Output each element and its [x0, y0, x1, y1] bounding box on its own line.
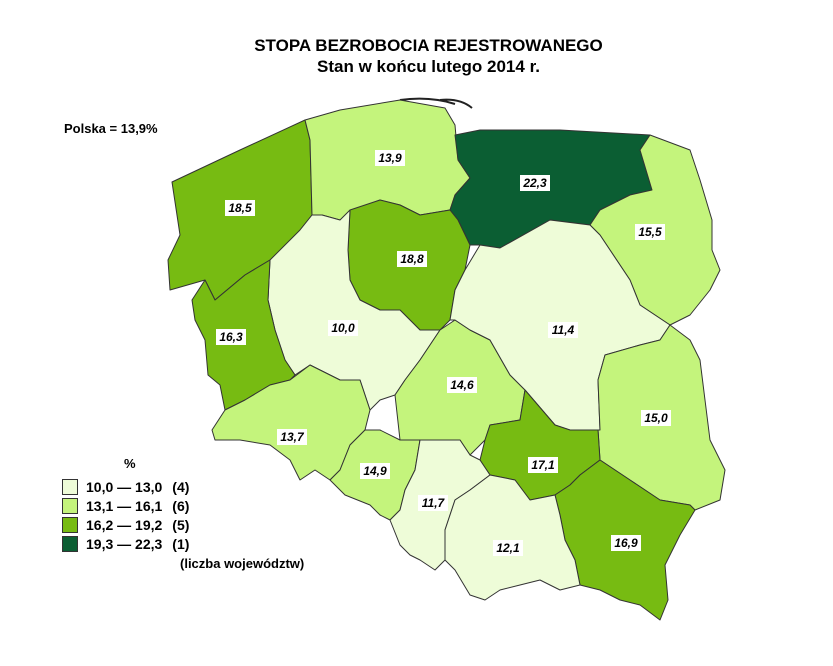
region-label-mazowieckie: 11,4 [548, 322, 578, 338]
region-label-opolskie: 14,9 [360, 463, 390, 479]
region-label-kujawsko-pomorskie: 18,8 [397, 251, 427, 267]
map-subtitle: Stan w końcu lutego 2014 r. [317, 57, 540, 76]
map-title: STOPA BEZROBOCIA REJESTROWANEGO [254, 36, 603, 55]
region-value: 22,3 [522, 176, 547, 190]
label-background [397, 251, 427, 267]
region-label-dolnoslaskie: 13,7 [277, 429, 307, 445]
national-rate: Polska = 13,9% [64, 121, 158, 136]
legend-range: 10,0 — 13,0 [86, 478, 163, 495]
legend-count: (4) [172, 478, 190, 495]
label-background [641, 410, 671, 426]
region-label-slaskie: 11,7 [418, 495, 448, 511]
legend-swatch [62, 478, 78, 495]
legend: % 10,0 — 13,0 (4) 13,1 — 16,1 (6) 16,2 — 1… [62, 456, 189, 553]
region-malopolskie [444, 474, 581, 601]
region-label-malopolskie: 12,1 [493, 540, 523, 556]
region-value: 15,0 [644, 411, 668, 425]
region-value: 13,7 [280, 430, 305, 444]
region-value: 16,3 [219, 330, 243, 344]
region-value: 13,9 [378, 151, 402, 165]
region-value: 11,4 [552, 323, 575, 337]
region-value: 18,8 [400, 252, 424, 266]
coastline [399, 97, 473, 109]
region-label-lubelskie: 15,0 [641, 410, 671, 426]
label-background [216, 329, 246, 345]
region-label-wielkopolskie: 10,0 [328, 320, 358, 336]
legend-range: 16,2 — 19,2 [86, 516, 163, 533]
label-background [418, 495, 448, 511]
label-background [277, 429, 307, 445]
region-value: 14,6 [450, 378, 474, 392]
label-background [528, 457, 558, 473]
legend-count: (5) [172, 516, 190, 533]
legend-range: 19,3 — 22,3 [86, 535, 163, 552]
label-background [447, 377, 477, 393]
legend-swatch [62, 535, 78, 552]
region-label-podlaskie: 15,5 [635, 224, 665, 240]
region-value: 12,1 [496, 541, 520, 555]
label-background [328, 320, 358, 336]
region-value: 10,0 [331, 321, 355, 335]
region-label-lodzkie: 14,6 [447, 377, 477, 393]
label-background [493, 540, 523, 556]
region-value: 15,5 [638, 225, 662, 239]
region-label-warminsko-mazurskie: 22,3 [520, 175, 550, 191]
label-background [375, 150, 405, 166]
region-label-lubuskie: 16,3 [216, 329, 246, 345]
legend-item: 16,2 — 19,2 (5) [62, 515, 189, 534]
region-label-swietokrzyskie: 17,1 [528, 457, 558, 473]
region-value: 17,1 [531, 458, 555, 472]
legend-range: 13,1 — 16,1 [86, 497, 163, 514]
region-value: 16,9 [614, 536, 638, 550]
legend-note: (liczba województw) [180, 556, 305, 571]
region-value: 11,7 [422, 496, 446, 510]
label-background [548, 322, 578, 338]
region-label-pomorskie: 13,9 [375, 150, 405, 166]
label-background [360, 463, 390, 479]
region-label-zachodniopomorskie: 18,5 [225, 200, 255, 216]
legend-count: (1) [172, 535, 190, 552]
label-background [635, 224, 665, 240]
legend-item: 19,3 — 22,3 (1) [62, 534, 189, 553]
label-background [611, 535, 641, 551]
legend-swatch [62, 497, 78, 514]
legend-unit: % [124, 456, 136, 471]
region-label-podkarpackie: 16,9 [611, 535, 641, 551]
region-value: 14,9 [363, 464, 387, 478]
legend-count: (6) [172, 497, 190, 514]
legend-item: 13,1 — 16,1 (6) [62, 496, 189, 515]
label-background [520, 175, 550, 191]
label-background [225, 200, 255, 216]
legend-swatch [62, 516, 78, 533]
region-value: 18,5 [228, 201, 252, 215]
legend-item: 10,0 — 13,0 (4) [62, 477, 189, 496]
